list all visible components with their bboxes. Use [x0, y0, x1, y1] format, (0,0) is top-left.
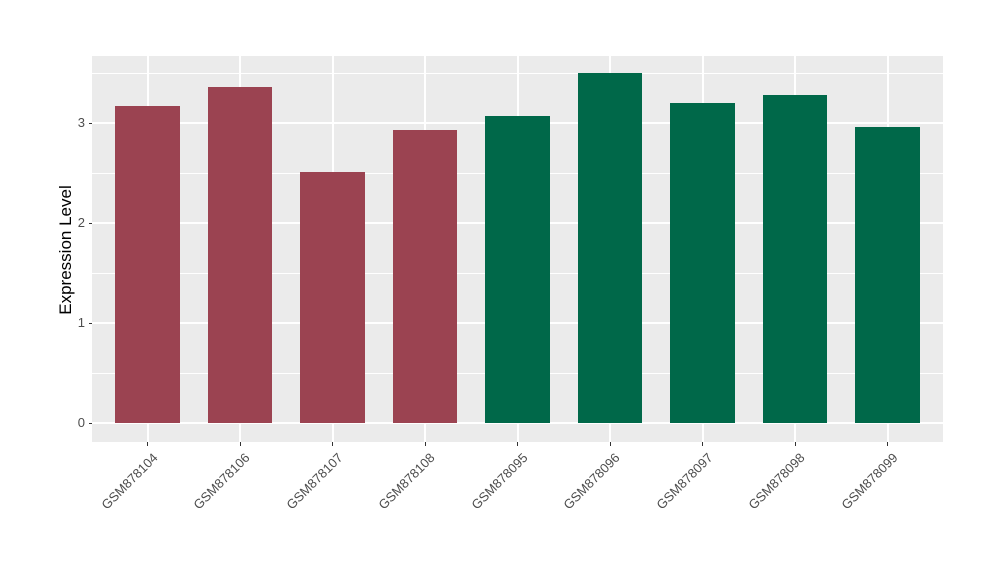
bar-GSM878106 — [207, 87, 273, 423]
x-tick-label: GSM878108 — [375, 450, 438, 513]
x-tick-label: GSM878106 — [190, 450, 253, 513]
bar-GSM878108 — [392, 130, 458, 423]
bar-GSM878099 — [855, 127, 920, 423]
x-tick — [424, 442, 426, 446]
x-tick-label: GSM878098 — [745, 450, 808, 513]
x-tick-label: GSM878104 — [97, 450, 161, 513]
y-tick-label: 2 — [77, 215, 85, 230]
bar-GSM878104 — [115, 106, 180, 423]
y-tick — [89, 122, 92, 124]
x-tick — [794, 442, 796, 446]
bar-GSM878095 — [485, 116, 550, 423]
x-tick — [609, 442, 611, 446]
x-tick-label: GSM878099 — [837, 450, 901, 513]
y-tick-label: 1 — [77, 315, 85, 330]
x-tick-label: GSM878096 — [560, 450, 623, 513]
x-tick-label: GSM878107 — [282, 450, 346, 513]
y-tick — [89, 422, 92, 424]
y-tick — [89, 322, 92, 324]
x-tick-label: GSM878095 — [467, 450, 531, 513]
bar-GSM878096 — [577, 73, 643, 423]
y-tick-label: 3 — [77, 115, 85, 130]
x-tick-label: GSM878097 — [652, 450, 716, 513]
bar-GSM878097 — [670, 103, 735, 423]
x-tick — [239, 442, 241, 446]
bar-GSM878107 — [300, 172, 365, 423]
x-tick — [517, 442, 518, 446]
x-tick — [702, 442, 703, 446]
y-tick-label: 0 — [77, 415, 85, 430]
x-tick — [332, 442, 333, 446]
x-tick — [147, 442, 148, 446]
y-tick — [89, 222, 92, 224]
y-axis-title: Expression Level — [56, 185, 75, 315]
bar-GSM878098 — [762, 95, 828, 423]
x-tick — [887, 442, 888, 446]
